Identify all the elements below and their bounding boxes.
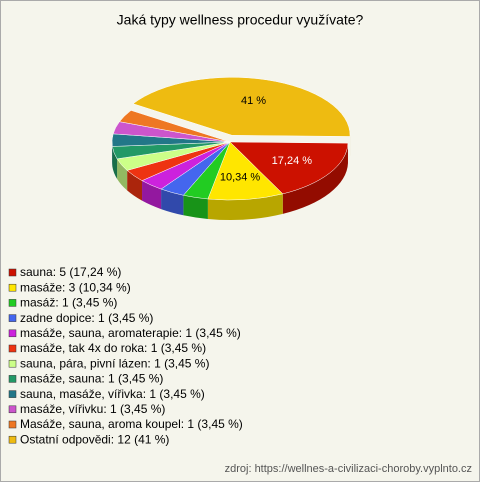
legend-label: sauna: 5 (17,24 %) [20,265,121,279]
legend-swatch [8,375,17,383]
data-label: 41 % [241,95,266,107]
legend-label: masáž: 1 (3,45 %) [20,296,117,310]
slice-side [142,180,162,210]
data-label: 10,34 % [220,172,261,184]
slice-side [161,189,184,216]
slice-side [127,170,143,201]
slice-side [207,193,283,220]
legend-swatch [8,344,17,353]
legend-swatch [8,359,17,368]
chart-title: Jaká typy wellness procedur využívate? [117,12,364,28]
legend-label: masáže: 3 (10,34 %) [20,280,131,294]
slice [119,110,231,143]
slice-side [117,158,128,191]
legend-label: masáže, sauna: 1 (3,45 %) [20,372,163,386]
legend-swatch [8,405,17,414]
legend-swatch [8,314,17,322]
legend-label: Ostatní odpovědi: 12 (41 %) [20,432,169,446]
legend-swatch [8,299,17,307]
legend-swatch [8,420,17,429]
slice-side [282,143,348,214]
legend-label: sauna, masáže, vířivka: 1 (3,45 %) [20,387,205,401]
slice-side [183,195,208,219]
legend-label: masáže, sauna, aromaterapie: 1 (3,45 %) [20,326,241,340]
slice [132,77,351,137]
legend-swatch [8,329,17,338]
slice-side [112,146,118,179]
legend-label: zadne dopice: 1 (3,45 %) [20,311,153,325]
legend-swatch [8,435,17,444]
legend-label: masáže, vířivku: 1 (3,45 %) [20,402,165,416]
legend-label: Masáže, sauna, aroma koupel: 1 (3,45 %) [20,417,243,431]
data-label: 17,24 % [272,155,313,167]
legend-swatch [8,283,17,292]
slice [207,141,284,201]
legend-swatch [8,390,17,398]
source: zdroj: https://wellnes-a-civilizaci-chor… [225,463,472,475]
legend-label: sauna, pára, pivní lázen: 1 (3,45 %) [20,356,209,370]
legend-label: masáže, tak 4x do roka: 1 (3,45 %) [20,341,206,355]
slice [229,141,349,195]
legend-swatch [8,268,17,277]
